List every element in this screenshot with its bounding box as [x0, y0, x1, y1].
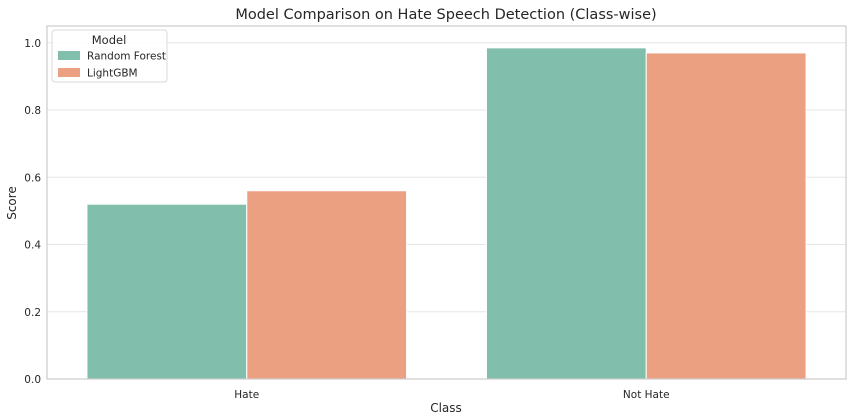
y-tick-label: 0.4 [24, 240, 41, 252]
y-tick-label: 0.6 [24, 172, 41, 184]
legend-title: Model [92, 33, 127, 47]
y-tick-label: 1.0 [24, 38, 41, 50]
chart-title: Model Comparison on Hate Speech Detectio… [235, 7, 656, 23]
plot-frame [46, 25, 847, 380]
legend-swatch [58, 68, 80, 77]
legend-label: LightGBM [87, 68, 138, 80]
y-tick-label: 0.0 [24, 374, 41, 386]
bar-random-forest-not-hate [485, 47, 647, 380]
x-ticks: Hate Not Hate [234, 389, 669, 401]
legend-label: Random Forest [87, 51, 166, 63]
bars-layer [86, 47, 807, 380]
legend-box [51, 29, 168, 83]
y-tick-label: 0.8 [24, 105, 41, 117]
x-axis-label: Class [430, 401, 462, 415]
bar-random-forest-hate [86, 203, 248, 380]
bar-lightgbm-not-hate [645, 52, 807, 380]
bar-lightgbm-hate [246, 190, 408, 380]
legend-items: Random Forest LightGBM [58, 51, 166, 80]
x-tick-label: Not Hate [623, 389, 670, 401]
y-ticks: 0.0 0.2 0.4 0.6 0.8 1.0 [24, 38, 41, 386]
legend: Model Random Forest LightGBM [51, 29, 168, 83]
legend-swatch [58, 51, 80, 60]
x-tick-label: Hate [234, 389, 259, 401]
y-axis-label: Score [5, 186, 19, 220]
y-tick-label: 0.2 [24, 307, 41, 319]
